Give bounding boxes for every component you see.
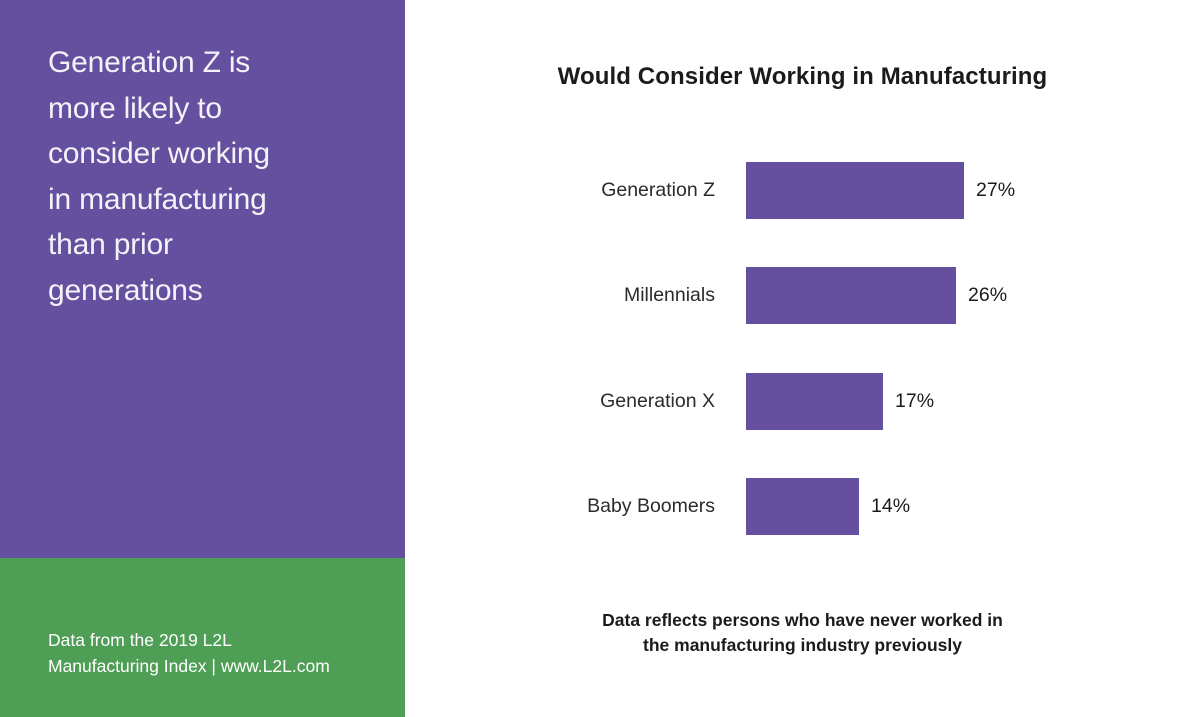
left-sidebar: Generation Z is more likely to consider … (0, 0, 405, 717)
bar (746, 267, 956, 325)
bar-chart: Generation Z 27% Millennials 26% Generation … (405, 138, 1200, 559)
chart-footnote: Data reflects persons who have never wor… (602, 610, 1003, 656)
sidebar-purple-section: Generation Z is more likely to consider … (0, 0, 405, 558)
bar (746, 372, 883, 430)
chart-row: Baby Boomers 14% (405, 454, 1200, 559)
bar (746, 162, 964, 220)
bar-category-label: Baby Boomers (587, 495, 715, 518)
bar-value-label: 27% (976, 179, 1016, 202)
bar-value-label: 17% (895, 389, 935, 412)
bar-value-label: 26% (968, 284, 1008, 307)
bar-category-label: Generation X (600, 389, 715, 412)
sidebar-green-section: Data from the 2019 L2L Manufacturing Ind… (0, 558, 405, 717)
chart-title: Would Consider Working in Manufacturing (557, 63, 1048, 90)
source-attribution: Data from the 2019 L2L Manufacturing Ind… (48, 630, 330, 676)
chart-row: Generation Z 27% (405, 138, 1200, 243)
bar-category-label: Millennials (623, 284, 715, 307)
chart-row: Generation X 17% (405, 349, 1200, 454)
chart-row: Millennials 26% (405, 243, 1200, 348)
bar (746, 478, 859, 536)
bar-category-label: Generation Z (601, 179, 715, 202)
bar-value-label: 14% (871, 495, 911, 518)
headline: Generation Z is more likely to consider … (48, 46, 270, 307)
chart-panel: Would Consider Working in Manufacturing … (405, 0, 1200, 717)
